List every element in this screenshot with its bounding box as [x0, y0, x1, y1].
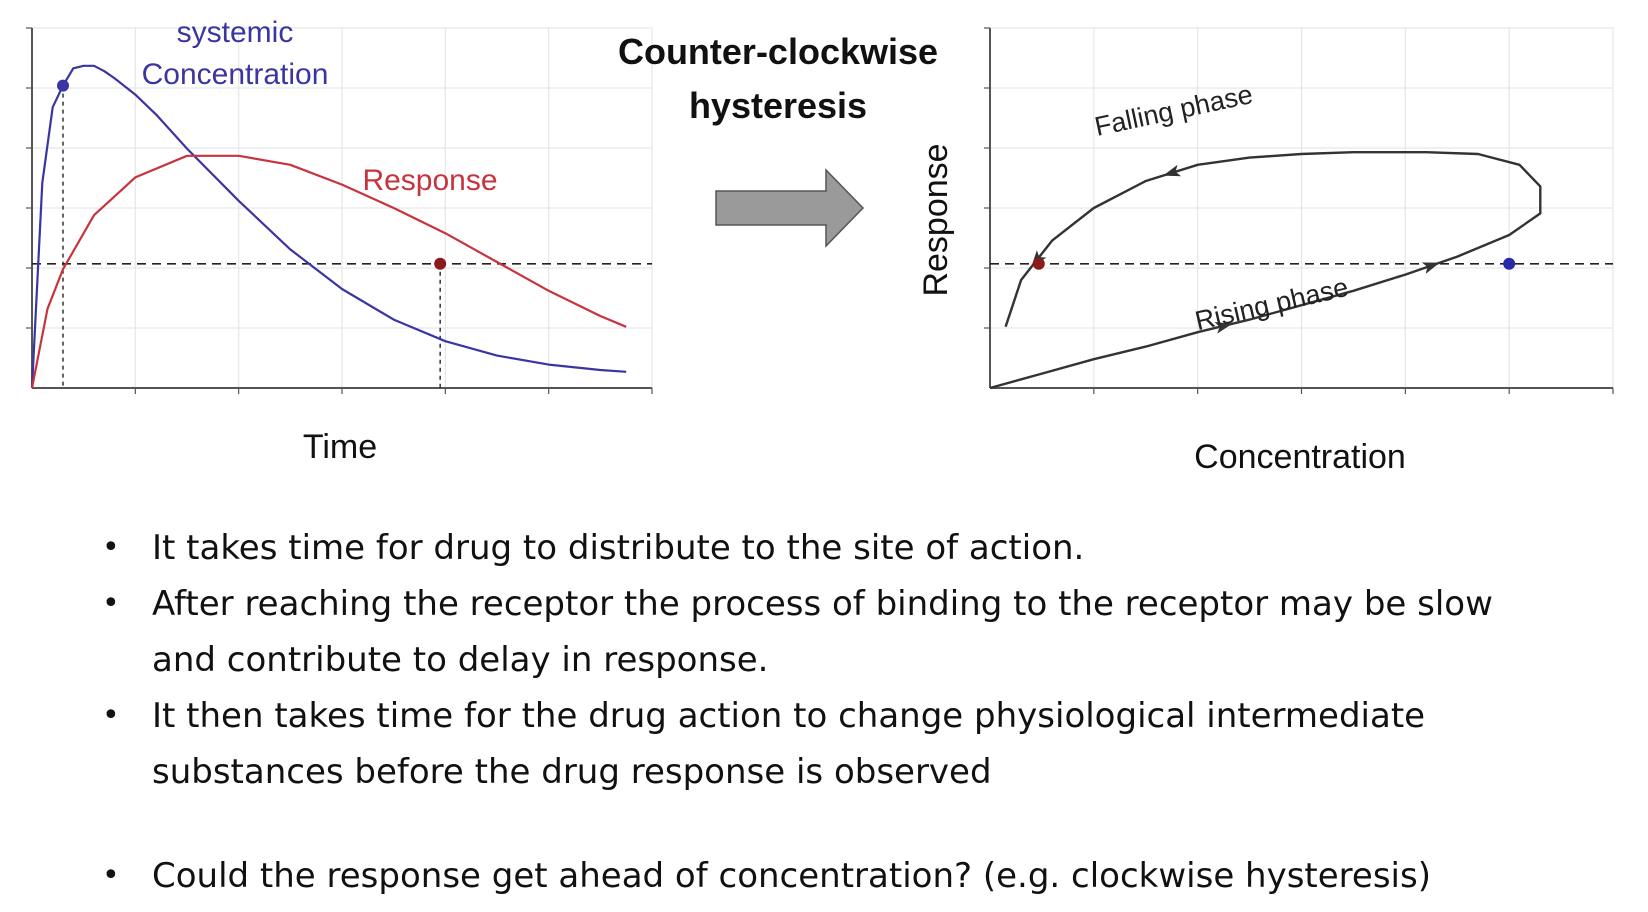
hysteresis-loop-curve [989, 150, 1542, 390]
data-point-marker [434, 257, 447, 270]
direction-arrowhead [1163, 164, 1182, 177]
rising-phase-label: Rising phase [1192, 272, 1351, 336]
x-axis-label: Time [303, 428, 377, 466]
chart-title: Counter-clockwise hysteresis [618, 31, 938, 126]
bullet-item: After reaching the receptor the process … [100, 576, 1640, 688]
bullet-item: It then takes time for the drug action t… [100, 688, 1640, 800]
concentration-series-label-line: systemic [177, 16, 294, 49]
bullet-text-line: After reaching the receptor the process … [152, 584, 1493, 624]
bullet-item: It takes time for drug to distribute to … [100, 520, 1640, 576]
concentration-series-label: systemic Concentration [142, 16, 329, 91]
response-series-label: Response [362, 164, 497, 197]
bullet-text-line: and contribute to delay in response. [152, 640, 769, 680]
concentration-series-label-line: Concentration [142, 58, 329, 91]
chart-title-line-1: Counter-clockwise [618, 31, 938, 72]
bullet-list: It takes time for drug to distribute to … [100, 520, 1640, 904]
bullet-item: Could the response get ahead of concentr… [100, 848, 1640, 904]
figure-area: systemic Concentration Response Time Counte… [26, 16, 1614, 476]
data-point-marker [1503, 257, 1516, 270]
right-arrow-icon [715, 168, 865, 248]
direction-arrowhead [1214, 321, 1233, 334]
time-course-chart: systemic Concentration Response Time [26, 16, 653, 466]
concentration-curve [30, 64, 627, 389]
bullet-text-line: substances before the drug response is o… [152, 752, 992, 792]
response-curve [30, 154, 627, 389]
bullet-text-line: It takes time for drug to distribute to … [152, 528, 1085, 568]
data-point-marker [1032, 257, 1045, 270]
data-point-marker [57, 79, 69, 92]
bullet-text-line: It then takes time for the drug action t… [152, 696, 1426, 736]
direction-arrowhead [1421, 262, 1440, 274]
chart-title-line-2: hysteresis [689, 85, 867, 126]
x-axis-label: Concentration [1194, 438, 1406, 476]
bullet-text-line: Could the response get ahead of concentr… [152, 856, 1431, 896]
y-axis-label: Response [917, 143, 955, 296]
